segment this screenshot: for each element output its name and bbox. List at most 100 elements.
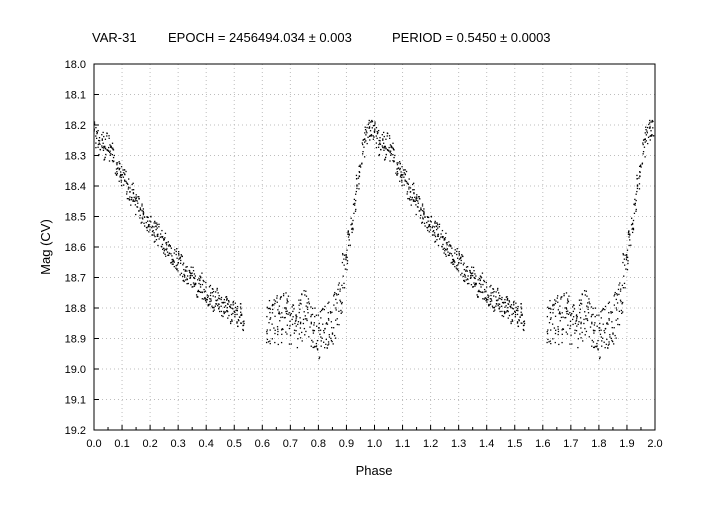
data-point (278, 305, 281, 307)
data-point (652, 135, 655, 137)
data-point (205, 298, 207, 301)
data-point (316, 348, 319, 350)
data-point (586, 305, 588, 307)
data-point (289, 314, 292, 316)
data-point (488, 305, 490, 307)
data-point (407, 183, 409, 186)
data-point (410, 204, 412, 206)
data-point (598, 314, 600, 316)
data-point (166, 248, 168, 250)
data-point (305, 290, 307, 292)
data-point (592, 307, 594, 310)
data-point (130, 204, 132, 206)
data-point (220, 298, 222, 301)
data-point (190, 266, 192, 268)
data-point (187, 282, 189, 285)
data-point (149, 229, 151, 231)
data-point (240, 313, 243, 315)
data-point (390, 153, 392, 155)
data-point (520, 306, 522, 308)
data-point (232, 300, 235, 303)
data-point (459, 257, 462, 260)
data-point (434, 220, 436, 223)
data-point (287, 313, 289, 315)
data-point (269, 329, 271, 331)
data-point (394, 154, 396, 157)
data-point (454, 265, 456, 268)
data-point (214, 291, 217, 293)
data-point (197, 279, 199, 281)
data-point (622, 261, 624, 264)
data-point (643, 138, 645, 141)
y-axis-ticks: 18.018.118.218.318.418.518.618.718.818.9… (65, 59, 99, 437)
data-point (472, 274, 474, 277)
data-point (601, 345, 603, 347)
data-point (604, 305, 607, 308)
data-point (139, 214, 141, 217)
data-point (601, 340, 603, 342)
data-point (557, 301, 559, 303)
data-point (212, 295, 214, 297)
data-point (108, 146, 110, 149)
data-point (109, 154, 111, 156)
data-point (185, 279, 187, 281)
data-point (155, 228, 157, 231)
data-point (203, 280, 205, 283)
data-point (320, 336, 322, 338)
data-point (511, 307, 514, 309)
data-point (414, 200, 417, 202)
data-point (458, 253, 460, 255)
data-point (363, 156, 366, 158)
data-point (399, 168, 401, 171)
data-point (95, 126, 97, 129)
data-point (101, 139, 103, 141)
data-point (632, 219, 635, 222)
data-point (626, 269, 629, 271)
data-point (584, 334, 586, 336)
data-point (148, 224, 150, 227)
data-point (408, 188, 410, 190)
data-point (181, 255, 183, 257)
data-point (444, 237, 447, 239)
data-point (617, 323, 619, 326)
data-point (386, 132, 389, 134)
data-point (276, 297, 278, 299)
data-point (107, 150, 110, 152)
data-point (343, 254, 346, 256)
data-point (404, 173, 406, 175)
data-point (171, 261, 173, 264)
data-point (507, 317, 509, 319)
data-point (602, 337, 604, 339)
data-point (350, 228, 353, 230)
data-point (346, 269, 348, 271)
data-point (205, 298, 207, 300)
data-point (384, 146, 386, 148)
data-point (135, 197, 137, 199)
data-point (397, 162, 399, 164)
data-point (622, 254, 625, 256)
data-point (292, 310, 294, 313)
data-point (560, 316, 563, 319)
data-point (269, 342, 271, 345)
x-tick-label: 1.0 (367, 438, 382, 450)
data-point (293, 332, 295, 334)
data-point (385, 138, 387, 140)
data-point (553, 304, 555, 306)
data-point (208, 286, 211, 288)
data-point (325, 323, 327, 325)
data-point (405, 180, 408, 183)
data-point (236, 321, 238, 323)
data-point (437, 235, 439, 237)
data-point (279, 320, 281, 322)
data-point (268, 299, 271, 302)
data-point (266, 315, 268, 318)
data-point (488, 295, 490, 297)
data-point (610, 312, 612, 314)
data-point (374, 130, 376, 132)
data-point (339, 288, 341, 290)
data-point (175, 253, 177, 256)
data-point (108, 137, 110, 139)
data-point (140, 222, 142, 224)
data-point (300, 303, 302, 305)
data-point (598, 327, 600, 329)
